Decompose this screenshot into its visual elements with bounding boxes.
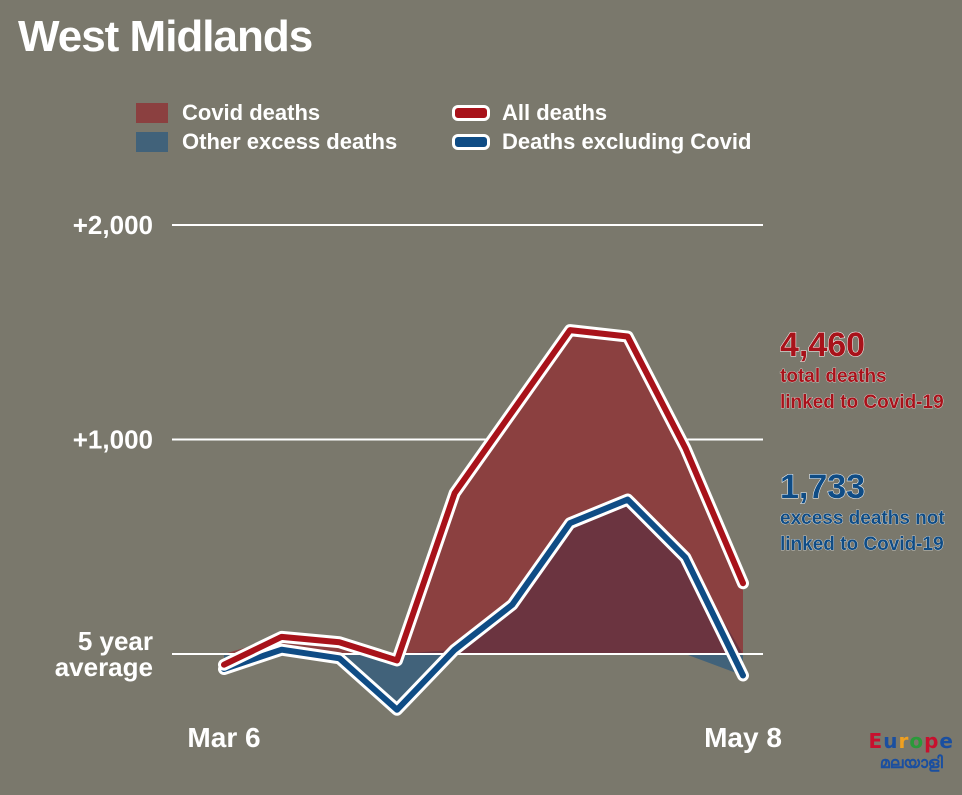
europe-malayali-logo: Europe മലയാളി [869,729,954,773]
legend-line-excl [452,134,490,150]
logo-letter: u [883,729,899,753]
legend-label: Other excess deaths [182,129,398,154]
y-tick-label: +2,000 [73,210,153,240]
annotation-total: 4,460 total deaths linked to Covid-19 [780,326,944,416]
logo-word: Europe [869,729,954,753]
x-tick-label: Mar 6 [187,722,260,753]
logo-sub: മലയാളി [879,753,943,772]
logo-letter: e [939,729,954,753]
legend-other-excess: Other excess deaths [136,129,397,155]
annotation-excess-number: 1,733 [780,468,866,507]
annotation-excess: 1,733 excess deaths not linked to Covid-… [780,468,946,558]
legend-line-all [452,105,490,121]
legend-label: All deaths [502,100,608,125]
deaths-excluding-covid-line [221,496,746,713]
annotation-excess-line1: excess deaths not [780,508,945,530]
logo-letter: p [924,729,940,753]
logo-letter: o [909,729,925,753]
y-tick-label: 5 year [78,626,153,656]
legend-swatch-other [136,132,168,152]
y-tick-label: +1,000 [73,425,153,455]
legend-all-deaths: All deaths [452,100,607,126]
legend-excl-covid: Deaths excluding Covid [452,129,751,155]
annotation-excess-line2: linked to Covid-19 [780,534,944,556]
all-deaths-line [221,327,746,668]
legend-covid-deaths: Covid deaths [136,100,320,126]
legend-swatch-covid [136,103,168,123]
page-title: West Midlands [18,12,313,61]
y-tick-label: average [55,652,153,682]
legend-label: Covid deaths [182,100,321,125]
logo-letter: r [898,729,910,753]
other-excess-area [224,499,743,654]
x-tick-label: May 8 [704,722,782,753]
annotation-total-line1: total deaths [780,366,887,388]
annotation-total-number: 4,460 [780,326,866,365]
annotation-total-line2: linked to Covid-19 [780,392,944,414]
legend-label: Deaths excluding Covid [502,129,752,154]
logo-letter: E [868,729,884,753]
below-average-area [224,654,743,710]
